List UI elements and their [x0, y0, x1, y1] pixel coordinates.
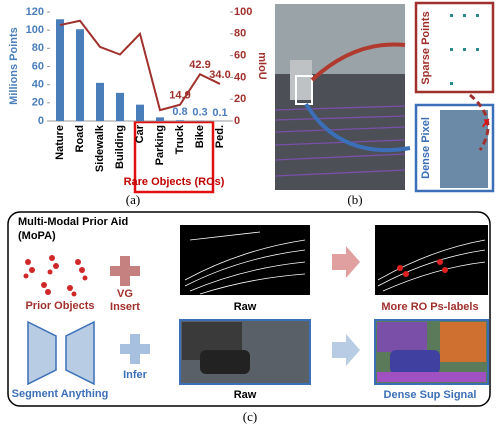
y-tick-label: 120: [26, 6, 44, 18]
data-label: 0.1: [212, 107, 227, 119]
bar: [136, 105, 144, 121]
mopa-title: (MoPA): [18, 230, 56, 242]
raw-lidar: [180, 225, 310, 295]
y2-tick-label: 0: [234, 115, 240, 127]
data-label: 0.8: [172, 106, 187, 118]
x-tick-label: Parking: [154, 125, 166, 165]
vg-insert: Insert: [110, 301, 140, 313]
raw-label: Raw: [234, 301, 257, 313]
y-tick-label: 80: [32, 42, 44, 54]
arrow: [332, 246, 360, 278]
data-label: 0.3: [192, 107, 207, 119]
y2-tick-label: 20: [234, 93, 246, 105]
bar: [116, 93, 124, 121]
y2-tick-label: 40: [234, 71, 246, 83]
sam-icon: [28, 322, 94, 384]
y-tick-label: 100: [26, 24, 44, 36]
y2-tick-label: 100: [234, 6, 252, 18]
plus-icon: [110, 256, 140, 286]
bar: [56, 19, 64, 121]
vg-insert: VG: [117, 288, 133, 300]
x-tick-label: Car: [134, 124, 146, 143]
annotation: Rare Objects (ROs): [124, 176, 225, 188]
data-label: 34.0: [209, 69, 230, 81]
arrow: [332, 334, 360, 366]
x-tick-label: Road: [74, 125, 86, 153]
panel-label: (b): [347, 192, 362, 207]
bar: [176, 120, 184, 121]
x-tick-label: Bike: [194, 125, 206, 148]
bar: [96, 83, 104, 121]
y2-tick-label: 80: [234, 28, 246, 40]
plus-icon: [120, 334, 150, 364]
dense-label: Dense Pixel: [420, 117, 432, 179]
raw-label: Raw: [234, 389, 257, 401]
prior-objects-label: Prior Objects: [25, 300, 94, 312]
sparse-label: Sparse Points: [420, 11, 432, 84]
infer-label: Infer: [123, 369, 148, 381]
x-tick-label: Building: [114, 125, 126, 169]
more-ro-label: More RO Ps-labels: [381, 301, 478, 313]
y2-axis-label: mIoU: [256, 52, 268, 80]
y2-tick-label: 60: [234, 50, 246, 62]
ro-lidar: [375, 225, 488, 295]
mopa-title: Multi-Modal Prior Aid: [18, 216, 128, 228]
bar: [156, 117, 164, 121]
panel-label: (c): [243, 409, 257, 424]
y-tick-label: 40: [32, 79, 44, 91]
x-tick-label: Sidewalk: [94, 124, 106, 172]
dense-sup: [375, 320, 488, 384]
y-tick-label: 60: [32, 60, 44, 72]
data-label: 42.9: [189, 59, 210, 71]
panel-label: (a): [126, 192, 140, 207]
x-tick-label: Ped.: [214, 125, 226, 148]
y-axis-label: Millions Points: [8, 27, 20, 105]
y-tick-label: 0: [38, 115, 44, 127]
figure: Rare Objects (ROs) Millions Points mIoU …: [0, 0, 497, 426]
x-tick-label: Nature: [54, 125, 66, 160]
raw-photo: [180, 320, 310, 384]
x-tick-label: Truck: [174, 124, 186, 154]
sam-label: Segment Anything: [12, 388, 109, 400]
cross: ✗: [481, 118, 490, 130]
bar: [76, 29, 84, 121]
dense-sup-label: Dense Sup Signal: [384, 389, 477, 401]
data-label: 14.9: [169, 90, 190, 102]
prior-objects: [24, 255, 88, 297]
y-tick-label: 20: [32, 97, 44, 109]
street-image: [275, 4, 410, 190]
